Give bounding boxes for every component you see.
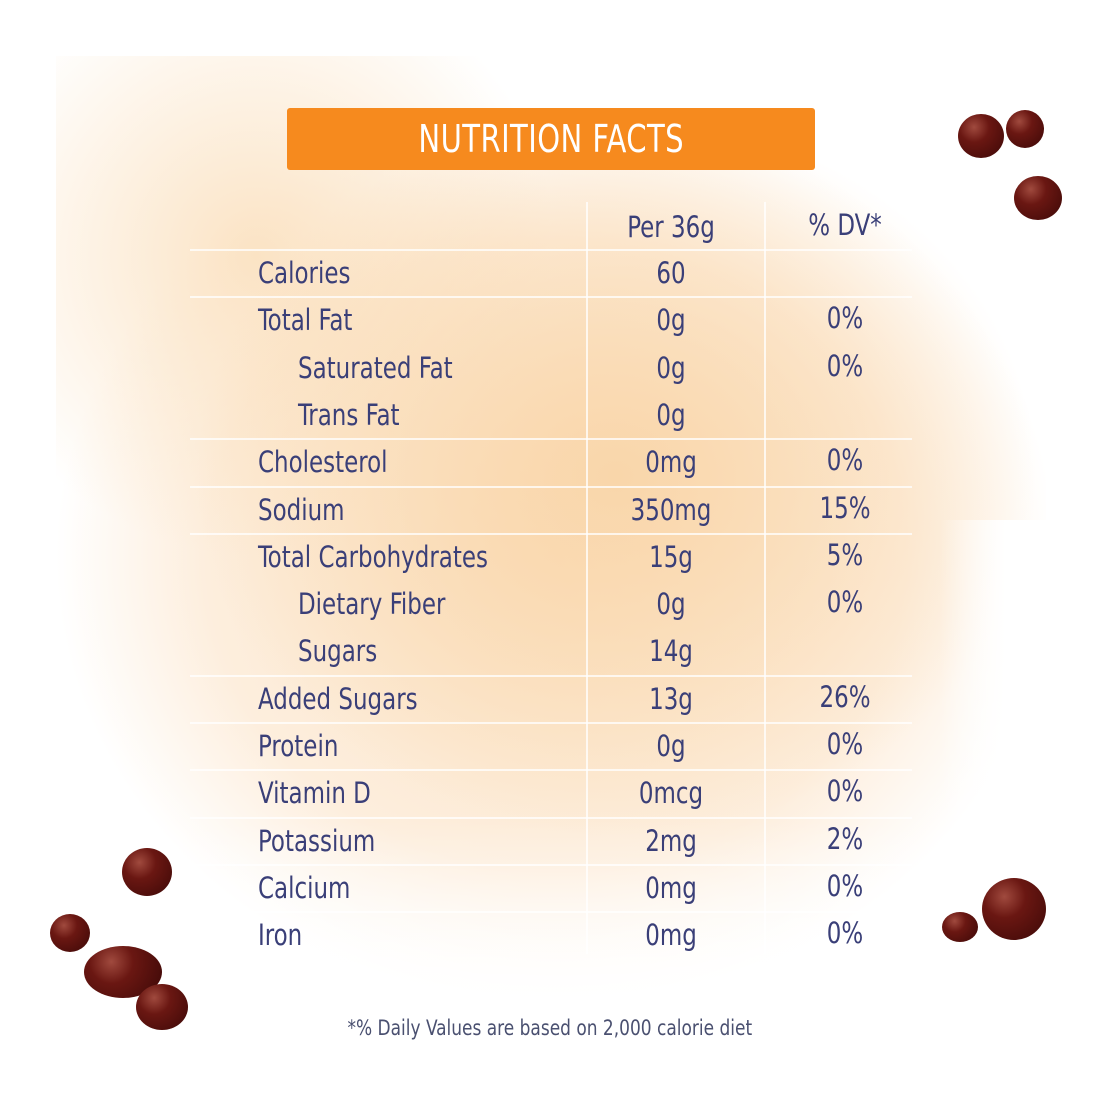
row-divider bbox=[190, 722, 912, 724]
nutrient-daily-value: 0% bbox=[826, 349, 864, 383]
nutrient-daily-value: 0% bbox=[826, 727, 864, 761]
nutrient-daily-value: 5% bbox=[826, 538, 864, 572]
nutrient-name: Potassium bbox=[258, 824, 376, 858]
nutrient-daily-value: 2% bbox=[826, 822, 864, 856]
nutrient-daily-value: 0% bbox=[826, 916, 864, 950]
nutrient-amount: 0mcg bbox=[638, 776, 704, 810]
row-divider bbox=[190, 249, 912, 251]
row-divider bbox=[190, 817, 912, 819]
nutrient-daily-value: 0% bbox=[826, 585, 864, 619]
background-fade bbox=[56, 820, 1046, 1050]
boba-pearl-image bbox=[1014, 176, 1062, 220]
nutrient-name: Total Fat bbox=[258, 303, 353, 337]
nutrient-amount: 60 bbox=[656, 256, 686, 290]
nutrient-amount: 0g bbox=[656, 587, 686, 621]
column-header-dv: % DV* bbox=[808, 208, 882, 242]
nutrient-daily-value: 0% bbox=[826, 301, 864, 335]
nutrient-daily-value: 26% bbox=[819, 680, 871, 714]
boba-pearl-image bbox=[1006, 110, 1044, 148]
nutrient-daily-value: 15% bbox=[819, 491, 871, 525]
nutrient-amount: 0mg bbox=[645, 871, 697, 905]
background-fade-right bbox=[940, 520, 1050, 1040]
title-banner: NUTRITION FACTS bbox=[287, 108, 815, 170]
nutrient-name: Iron bbox=[258, 918, 303, 952]
boba-pearl-image bbox=[958, 114, 1004, 158]
nutrient-amount: 0g bbox=[656, 351, 686, 385]
column-divider bbox=[764, 202, 766, 954]
row-divider bbox=[190, 864, 912, 866]
nutrient-daily-value: 0% bbox=[826, 443, 864, 477]
row-divider bbox=[190, 911, 912, 913]
footnote-text: *% Daily Values are based on 2,000 calor… bbox=[347, 1016, 753, 1040]
row-divider bbox=[190, 533, 912, 535]
nutrient-amount: 13g bbox=[649, 682, 693, 716]
footnote: *% Daily Values are based on 2,000 calor… bbox=[0, 1016, 1100, 1040]
boba-pearl-image bbox=[122, 848, 172, 896]
nutrient-name: Dietary Fiber bbox=[298, 587, 446, 621]
boba-pearl-image bbox=[982, 878, 1046, 940]
nutrient-amount: 0g bbox=[656, 729, 686, 763]
nutrient-name: Sodium bbox=[258, 493, 345, 527]
nutrient-name: Saturated Fat bbox=[298, 351, 453, 385]
nutrient-name: Added Sugars bbox=[258, 682, 418, 716]
nutrient-amount: 0g bbox=[656, 303, 686, 337]
nutrient-daily-value: 0% bbox=[826, 774, 864, 808]
nutrient-amount: 0mg bbox=[645, 445, 697, 479]
row-divider bbox=[190, 675, 912, 677]
row-divider bbox=[190, 769, 912, 771]
row-divider bbox=[190, 486, 912, 488]
row-divider bbox=[190, 296, 912, 298]
row-divider bbox=[190, 438, 912, 440]
boba-pearl-image bbox=[136, 984, 188, 1030]
nutrient-amount: 0g bbox=[656, 398, 686, 432]
nutrient-name: Cholesterol bbox=[258, 445, 388, 479]
nutrient-name: Calcium bbox=[258, 871, 351, 905]
nutrient-amount: 0mg bbox=[645, 918, 697, 952]
nutrient-amount: 350mg bbox=[630, 493, 712, 527]
nutrient-name: Protein bbox=[258, 729, 339, 763]
nutrient-name: Calories bbox=[258, 256, 351, 290]
nutrient-name: Total Carbohydrates bbox=[258, 540, 488, 574]
column-header-serving: Per 36g bbox=[627, 210, 715, 244]
nutrient-daily-value: 0% bbox=[826, 869, 864, 903]
nutrient-name: Sugars bbox=[298, 634, 378, 668]
boba-pearl-image bbox=[942, 912, 978, 942]
nutrient-amount: 2mg bbox=[645, 824, 697, 858]
nutrient-amount: 14g bbox=[649, 634, 693, 668]
nutrient-name: Trans Fat bbox=[298, 398, 400, 432]
column-divider bbox=[586, 202, 588, 954]
page-title: NUTRITION FACTS bbox=[418, 117, 684, 161]
nutrient-name: Vitamin D bbox=[258, 776, 371, 810]
boba-pearl-image bbox=[50, 914, 90, 952]
nutrient-amount: 15g bbox=[649, 540, 693, 574]
